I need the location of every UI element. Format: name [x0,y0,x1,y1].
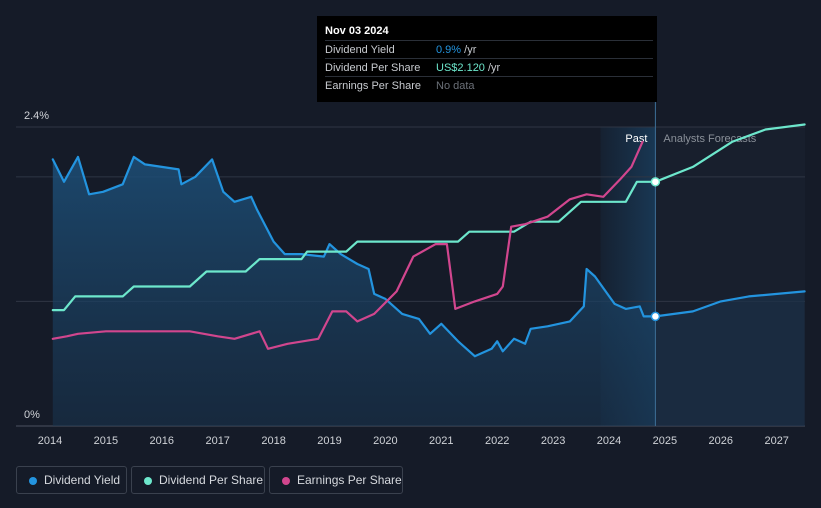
legend-item-earnings-per-share[interactable]: Earnings Per Share [269,466,403,494]
x-tick-label: 2019 [317,435,341,447]
dividend-yield-line [51,155,806,358]
earnings-per-share-line [51,140,644,350]
x-tick-label: 2023 [541,435,565,447]
legend-item-dividend-yield[interactable]: Dividend Yield [16,466,127,494]
x-tick-label: 2014 [38,435,62,447]
tooltip-value: US$2.120 /yr [436,62,500,74]
legend-dot-icon [144,477,152,485]
tooltip-value: No data [436,80,475,92]
tooltip-value-unit: /yr [484,62,501,74]
legend-item-dividend-per-share[interactable]: Dividend Per Share [131,466,265,494]
past-label: Past [625,133,647,145]
x-tick-label: 2021 [429,435,453,447]
tooltip-label: Dividend Per Share [325,62,421,74]
y-tick-label: 2.4% [24,110,49,122]
x-tick-label: 2026 [709,435,733,447]
tooltip: Nov 03 2024 Dividend Yield 0.9% /yr Divi… [317,16,657,102]
dividend-yield-forecast-area [655,291,805,426]
tooltip-label: Dividend Yield [325,44,395,56]
x-tick-label: 2024 [597,435,621,447]
legend-dot-icon [282,477,290,485]
x-tick-label: 2025 [653,435,677,447]
tooltip-row-dividend-per-share: Dividend Per Share US$2.120 /yr [325,58,653,77]
tooltip-value-unit: /yr [461,44,477,56]
tooltip-value-number: US$2.120 [436,62,485,74]
tooltip-value: 0.9% /yr [436,44,476,56]
tooltip-row-dividend-yield: Dividend Yield 0.9% /yr [325,40,653,59]
y-tick-label: 0% [24,409,40,421]
legend-label: Earnings Per Share [297,473,402,487]
x-tick-label: 2022 [485,435,509,447]
x-tick-label: 2017 [205,435,229,447]
tooltip-value-number: 0.9% [436,44,462,56]
x-tick-label: 2027 [764,435,788,447]
legend-label: Dividend Per Share [159,473,264,487]
x-tick-label: 2018 [261,435,285,447]
dividend-per-share-marker [650,177,661,187]
dividend-yield-marker [650,311,661,322]
tooltip-row-earnings-per-share: Earnings Per Share No data [325,76,653,95]
x-tick-label: 2016 [150,435,174,447]
legend-label: Dividend Yield [44,473,121,487]
x-tick-label: 2020 [373,435,397,447]
legend-dot-icon [29,477,37,485]
dividend-yield-area [52,156,656,426]
x-tick-label: 2015 [94,435,118,447]
tooltip-value-number: No data [436,80,475,92]
tooltip-date: Nov 03 2024 [325,25,389,37]
tooltip-label: Earnings Per Share [325,80,421,92]
